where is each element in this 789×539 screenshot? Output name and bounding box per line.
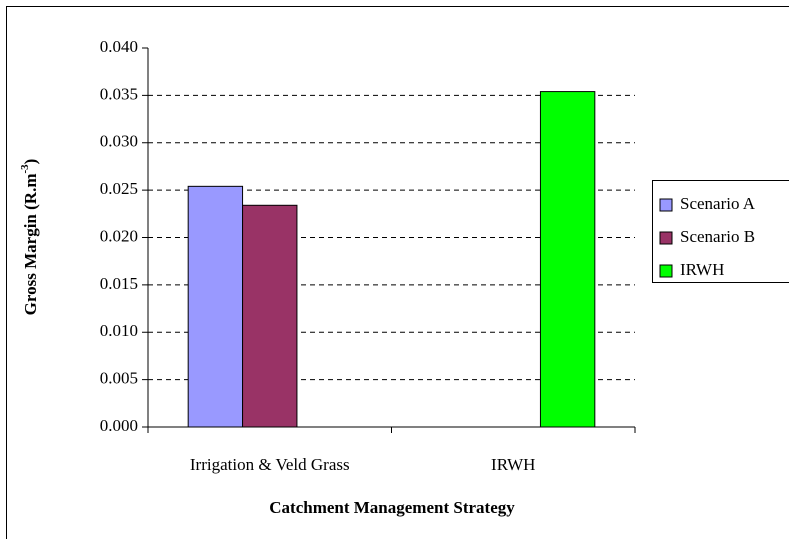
legend-swatch [659,198,673,212]
y-tick-label: 0.035 [100,84,138,103]
y-tick-label: 0.030 [100,132,138,151]
y-axis-title: Gross Margin (R.m-3) [19,159,40,316]
x-axis-title: Catchment Management Strategy [269,498,515,517]
y-tick-label: 0.040 [100,37,138,56]
bar [187,185,244,428]
bar [539,91,596,428]
legend-swatch [659,231,673,245]
y-tick-label: 0.005 [100,369,138,388]
bar [242,204,298,428]
legend-label: IRWH [680,260,724,279]
y-tick-label: 0.000 [100,416,138,435]
y-tick-label: 0.020 [100,226,138,245]
legend-swatch [659,264,673,278]
y-axis-title-end: ) [21,159,40,165]
legend-box [652,180,789,283]
y-tick-label: 0.025 [100,179,138,198]
y-tick-label: 0.010 [100,321,138,340]
legend-label: Scenario A [680,194,756,213]
y-axis-title-text: Gross Margin (R.m [21,174,40,316]
x-tick-label: Irrigation & Veld Grass [190,455,350,474]
y-axis-title-sup: -3 [19,164,31,174]
y-tick-label: 0.015 [100,274,138,293]
x-tick-label: IRWH [491,455,535,474]
legend-label: Scenario B [680,227,755,246]
